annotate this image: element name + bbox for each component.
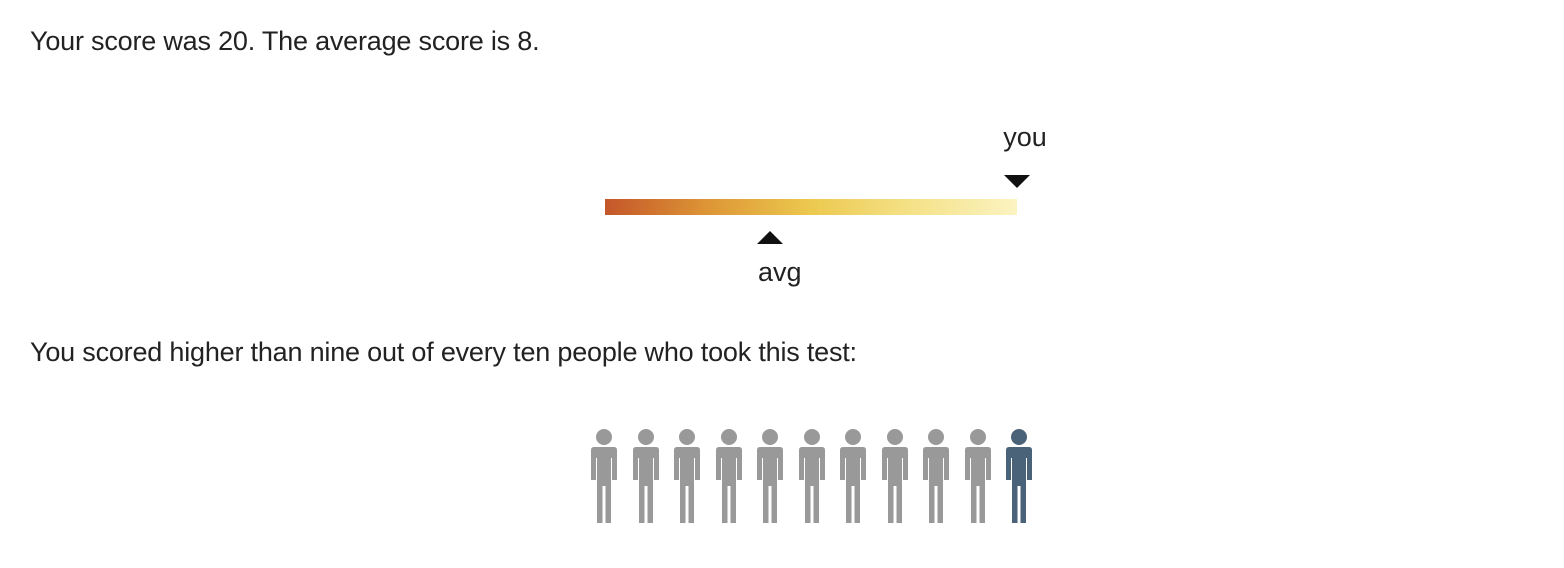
person-icon bbox=[840, 429, 866, 523]
person-icon bbox=[674, 429, 700, 523]
score-summary-text: Your score was 20. The average score is … bbox=[30, 26, 540, 56]
avg-label: avg bbox=[758, 257, 802, 287]
avg-marker-icon bbox=[756, 231, 783, 244]
you-label: you bbox=[1003, 122, 1047, 152]
person-icon bbox=[798, 429, 825, 523]
score-scale: you avg bbox=[605, 122, 1047, 287]
person-icon bbox=[923, 429, 949, 523]
score-gradient-bar bbox=[605, 199, 1017, 215]
person-icon-you bbox=[1006, 429, 1032, 523]
person-icon bbox=[591, 429, 617, 523]
comparison-text: You scored higher than nine out of every… bbox=[30, 337, 857, 367]
person-icon bbox=[964, 429, 991, 523]
person-icon bbox=[881, 429, 908, 523]
person-icon bbox=[632, 429, 659, 523]
you-marker-icon bbox=[1004, 175, 1030, 188]
person-icon bbox=[715, 429, 742, 523]
person-icon bbox=[757, 429, 783, 523]
people-row bbox=[586, 428, 1043, 524]
